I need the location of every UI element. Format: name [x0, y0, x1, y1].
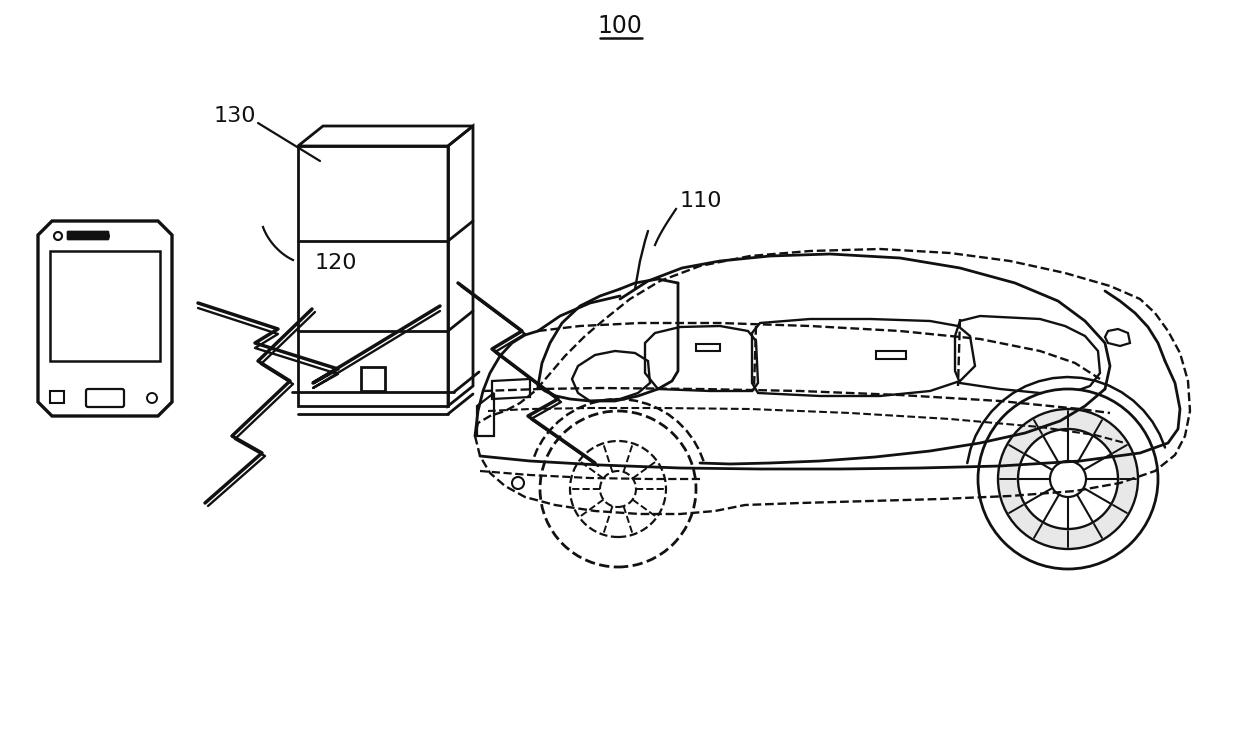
Circle shape: [539, 411, 696, 567]
Circle shape: [998, 409, 1138, 549]
Circle shape: [1050, 461, 1086, 497]
FancyBboxPatch shape: [67, 231, 109, 240]
Text: 110: 110: [680, 191, 723, 211]
Text: 130: 130: [213, 106, 257, 126]
Circle shape: [1018, 429, 1118, 529]
Text: 120: 120: [315, 253, 357, 273]
Text: 100: 100: [598, 14, 642, 38]
Circle shape: [978, 389, 1158, 569]
